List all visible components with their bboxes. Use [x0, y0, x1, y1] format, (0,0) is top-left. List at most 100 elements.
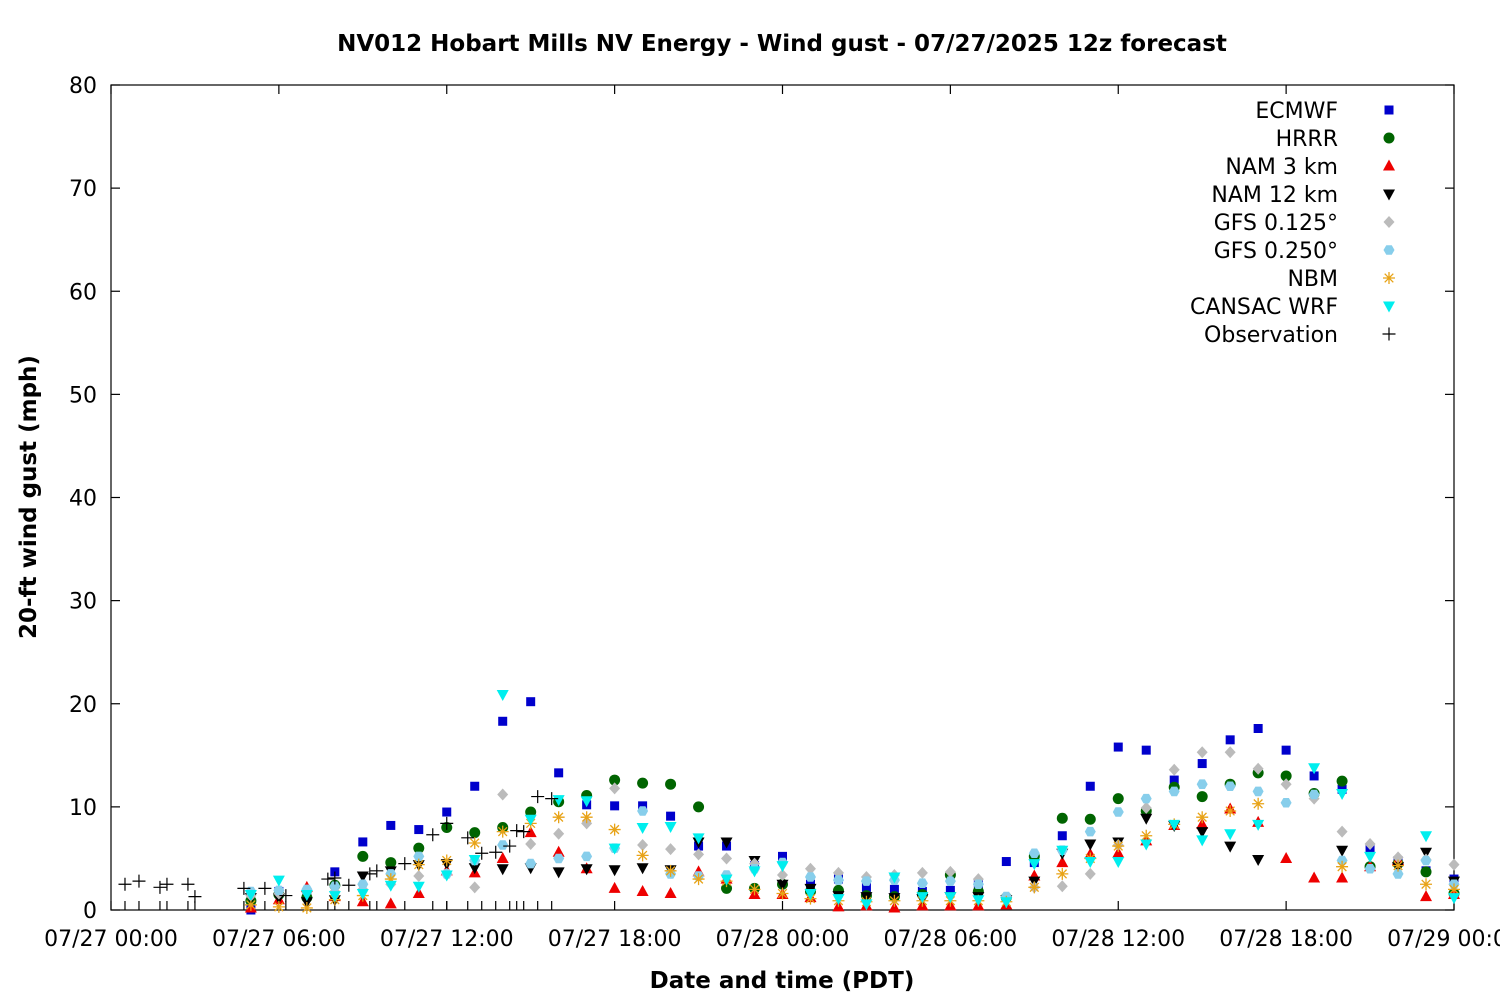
x-tick-label: 07/27 00:00 [44, 927, 178, 952]
x-tick-label: 07/28 12:00 [1051, 927, 1185, 952]
nam-3-km-point [1056, 856, 1069, 868]
observation-point [188, 890, 202, 904]
ecmwf-point [1113, 742, 1123, 752]
gfs-0-250-point [1112, 807, 1124, 817]
cansac-wrf-point [1336, 788, 1349, 800]
gfs-0-125-point [553, 827, 565, 840]
gfs-0-250-point [860, 876, 872, 886]
series-cansac-wrf [244, 689, 1460, 911]
observation-point [545, 792, 559, 806]
cansac-wrf-point [804, 889, 817, 900]
cansac-wrf-point [692, 833, 705, 845]
observation-point [398, 857, 412, 871]
gfs-0-125-point [1336, 825, 1348, 838]
gfs-0-125-point [777, 868, 788, 881]
cansac-wrf-point [468, 854, 481, 866]
nbm-point [1392, 859, 1405, 872]
cansac-wrf-point [300, 890, 313, 902]
ecmwf-point [1085, 781, 1095, 791]
cansac-wrf-point [1196, 835, 1209, 847]
nbm-point [664, 864, 677, 877]
ecmwf-point [1197, 759, 1207, 769]
cansac-wrf-point [1028, 859, 1041, 871]
ecmwf-point [1169, 775, 1179, 785]
gfs-0-125-point [804, 862, 816, 875]
nam-3-km-point [1308, 871, 1321, 883]
legend-marker-nam-3-km [1383, 159, 1395, 171]
observation-point [489, 845, 503, 859]
cansac-wrf-point [384, 880, 397, 892]
nam-3-km-point [384, 897, 397, 909]
nam-3-km-point [1280, 851, 1293, 863]
ecmwf-point [1225, 735, 1235, 745]
cansac-wrf-point [580, 796, 593, 808]
ecmwf-point [666, 811, 676, 821]
cansac-wrf-point [1364, 851, 1377, 863]
gfs-0-250-point [833, 875, 844, 885]
legend-marker-observation [1382, 327, 1396, 341]
legend-marker-gfs-0-125 [1383, 216, 1395, 228]
cansac-wrf-point [860, 899, 873, 911]
legend-label-ecmwf: ECMWF [1255, 99, 1338, 124]
chart-title: NV012 Hobart Mills NV Energy - Wind gust… [337, 31, 1227, 57]
legend-label-nam-3-km: NAM 3 km [1225, 155, 1338, 180]
nbm-point [692, 873, 705, 886]
gfs-0-250-point [637, 806, 649, 816]
legend-label-hrrr: HRRR [1276, 127, 1338, 152]
gfs-0-125-point [1084, 867, 1096, 880]
nbm-point [1196, 811, 1209, 824]
cansac-wrf-point [328, 891, 341, 903]
ecmwf-point [442, 807, 452, 817]
nam-12-km-point [552, 867, 565, 879]
cansac-wrf-point [944, 892, 957, 904]
nam-12-km-point [468, 863, 481, 875]
observation-point [363, 867, 377, 881]
nbm-point [580, 811, 593, 824]
cansac-wrf-point [972, 895, 985, 907]
gfs-0-250-point [525, 858, 537, 869]
hrrr-point [693, 801, 705, 813]
hrrr-point [721, 882, 733, 894]
observation-point [237, 881, 251, 895]
gfs-0-125-point [1448, 858, 1460, 871]
gfs-0-125-point [916, 866, 928, 879]
legend-label-nbm: NBM [1287, 267, 1338, 292]
legend-marker-nam-12-km [1383, 189, 1395, 201]
cansac-wrf-point [1112, 857, 1125, 869]
nbm-point [440, 854, 453, 867]
ecmwf-point [554, 768, 564, 778]
legend-label-cansac-wrf: CANSAC WRF [1190, 295, 1338, 320]
ecmwf-point [638, 801, 648, 811]
cansac-wrf-point [1308, 763, 1321, 775]
x-tick-label: 07/29 00:00 [1387, 927, 1500, 952]
nam-12-km-point [496, 864, 509, 876]
nbm-point [300, 901, 313, 914]
ecmwf-point [358, 837, 368, 847]
cansac-wrf-point [1056, 845, 1069, 857]
nbm-point [1224, 805, 1237, 817]
gfs-0-125-point [1224, 746, 1236, 759]
gfs-0-250-point [1336, 855, 1348, 866]
observation-point [517, 825, 531, 839]
gfs-0-250-point [1196, 779, 1208, 789]
observation-point [279, 889, 293, 903]
gfs-0-250-point [357, 879, 369, 889]
gfs-0-250-point [916, 878, 928, 888]
nbm-point [1448, 883, 1460, 896]
legend-marker-cansac-wrf [1383, 301, 1395, 313]
observation-point [328, 871, 342, 885]
y-axis: 0 10 20 30 40 50 60 70 80 [69, 74, 1454, 924]
cansac-wrf-point [664, 821, 677, 833]
nam-3-km-point [888, 901, 901, 913]
cansac-wrf-point [552, 795, 565, 807]
observation-point [531, 790, 545, 804]
nam-12-km-point [720, 837, 733, 849]
cansac-wrf-point [1224, 829, 1237, 841]
legend-marker-gfs-0-250 [1383, 245, 1395, 255]
nbm-point [496, 825, 509, 838]
nbm-point [384, 873, 397, 886]
nam-12-km-point [1224, 841, 1237, 853]
nbm-point [888, 894, 901, 907]
nam-3-km-point [608, 881, 621, 893]
x-axis-label: Date and time (PDT) [650, 968, 915, 994]
